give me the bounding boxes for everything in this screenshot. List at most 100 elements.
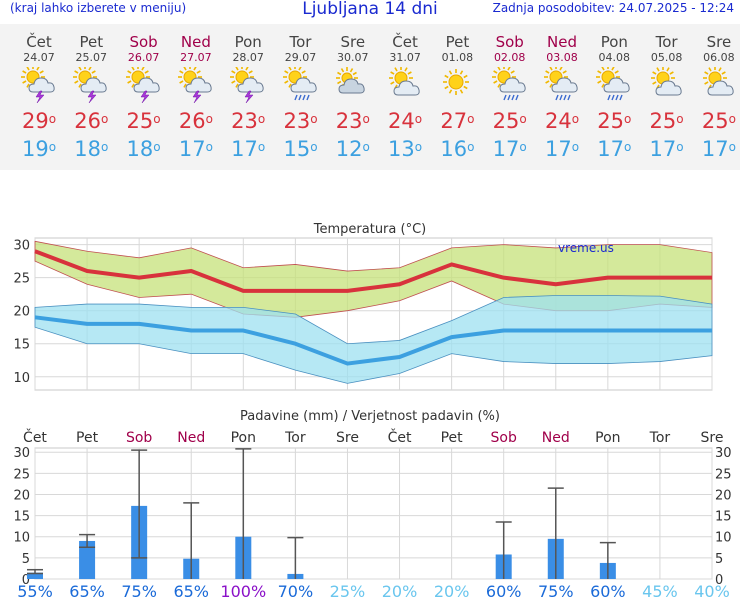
sun-cloud-icon: [379, 65, 431, 107]
forecast-day: Ned 03.08 24o 17o: [536, 24, 588, 163]
y-tick-label-right: 10: [715, 531, 732, 546]
precipitation-bar: [27, 572, 43, 579]
x-tick-label: Tor: [284, 430, 306, 446]
probability-label: 100%: [220, 582, 266, 600]
forecast-day: Pet 01.08 27o 16o: [431, 24, 483, 163]
x-tick-label: Sre: [336, 430, 359, 446]
min-temperature: 17o: [701, 137, 736, 161]
max-temperature: 24o: [388, 109, 423, 133]
min-temperature: 17o: [178, 137, 213, 161]
day-name: Čet: [26, 33, 52, 51]
day-date: 24.07: [23, 51, 55, 64]
day-date: 04.08: [598, 51, 631, 64]
y-tick-label: 25: [13, 272, 30, 287]
sun-cloud-rain-icon: [275, 65, 327, 107]
max-temperature: 26o: [178, 109, 213, 133]
forecast-day: Sre 30.07 23o 12o: [327, 24, 379, 163]
probability-label: 65%: [173, 582, 209, 600]
y-tick-label-right: 5: [715, 552, 723, 567]
forecast-day: Pon 28.07 23o 17o: [222, 24, 274, 163]
day-name: Tor: [655, 33, 678, 51]
sun-cloud-rain-icon: [536, 65, 588, 107]
x-tick-label: Čet: [23, 428, 47, 446]
max-temperature: 23o: [283, 109, 318, 133]
page-title: Ljubljana 14 dni: [302, 0, 438, 19]
probability-label: 20%: [434, 582, 470, 600]
last-updated: Zadnja posodobitev: 24.07.2025 - 12:24: [492, 1, 734, 15]
y-tick-label: 25: [13, 467, 30, 482]
max-temp-line: [34, 249, 712, 293]
y-tick-label: 30: [13, 446, 30, 461]
sun-cloud-icon: [641, 65, 693, 107]
day-name: Ned: [180, 33, 211, 51]
x-tick-label: Pon: [595, 430, 620, 446]
probability-label: 20%: [382, 582, 418, 600]
forecast-day: Pet 25.07 26o 18o: [65, 24, 117, 163]
y-tick-label: 20: [13, 305, 30, 320]
min-temperature: 18o: [74, 137, 109, 161]
header: (kraj lahko izberete v meniju) Ljubljana…: [0, 0, 740, 22]
probability-label: 70%: [278, 582, 314, 600]
plot-area: [34, 447, 713, 580]
min-temperature: 13o: [388, 137, 423, 161]
y-tick-label: 15: [13, 510, 30, 525]
min-temperature: 17o: [597, 137, 632, 161]
y-tick-label: 0: [22, 573, 30, 588]
probability-label: 45%: [642, 582, 678, 600]
max-temperature: 27o: [440, 109, 475, 133]
sun-cloud-rain-icon: [588, 65, 640, 107]
day-name: Pet: [445, 33, 470, 51]
forecast-day: Sob 02.08 25o 17o: [484, 24, 536, 163]
probability-label: 60%: [590, 582, 626, 600]
day-name: Ned: [547, 33, 577, 51]
probability-label: 60%: [486, 582, 522, 600]
x-tick-label: Pet: [441, 430, 464, 446]
max-temperature: 29o: [21, 109, 57, 133]
y-tick-label: 30: [13, 239, 30, 254]
min-temperature: 15o: [283, 137, 318, 161]
min-temperature: 19o: [21, 137, 57, 161]
sun-cloud-thunder-icon: [13, 65, 65, 107]
day-name: Tor: [289, 33, 312, 51]
y-tick-label: 20: [13, 488, 30, 503]
chart-title: Temperatura (°C): [313, 222, 426, 237]
day-date: 01.08: [441, 51, 474, 64]
sun-cloud-icon: [693, 65, 740, 107]
day-date: 06.08: [703, 51, 735, 64]
y-tick-label-right: 30: [715, 446, 732, 461]
day-date: 31.07: [389, 51, 421, 64]
sun-icon: [431, 65, 483, 107]
day-date: 03.08: [546, 51, 578, 64]
x-tick-label: Sob: [491, 430, 517, 446]
forecast-day: Čet 24.07 29o 19o: [13, 24, 65, 163]
day-name: Pet: [79, 33, 104, 51]
max-temperature: 25o: [597, 109, 632, 133]
y-tick-label: 10: [13, 371, 30, 386]
day-date: 02.08: [493, 51, 526, 64]
min-temperature: 18o: [126, 137, 161, 161]
forecast-day: Pon 04.08 25o 17o: [588, 24, 640, 163]
day-date: 05.08: [650, 51, 683, 64]
day-date: 26.07: [127, 51, 160, 64]
day-date: 25.07: [75, 51, 108, 64]
day-name: Pon: [234, 33, 262, 51]
x-tick-label: Tor: [649, 430, 671, 446]
forecast-day: Tor 05.08 25o 17o: [641, 24, 693, 163]
max-temperature: 26o: [74, 109, 109, 133]
watermark: vreme.us: [558, 241, 614, 255]
probability-label: 65%: [69, 582, 105, 600]
menu-hint[interactable]: (kraj lahko izberete v meniju): [10, 1, 187, 15]
x-tick-label: Pet: [76, 430, 99, 446]
sun-cloud-thunder-icon: [222, 65, 274, 107]
min-temperature: 17o: [492, 137, 527, 161]
max-temperature: 24o: [544, 109, 580, 133]
sun-cloud-thunder-icon: [170, 65, 222, 107]
y-tick-label: 15: [13, 338, 30, 353]
forecast-day: Sob 26.07 25o 18o: [118, 24, 170, 163]
forecast-day: Ned 27.07 26o 17o: [170, 24, 222, 163]
cloud-icon: [327, 65, 379, 107]
min-temp-line: [34, 315, 712, 366]
day-name: Sre: [706, 33, 732, 51]
sun-cloud-rain-icon: [484, 65, 536, 107]
x-tick-label: Čet: [388, 428, 412, 446]
